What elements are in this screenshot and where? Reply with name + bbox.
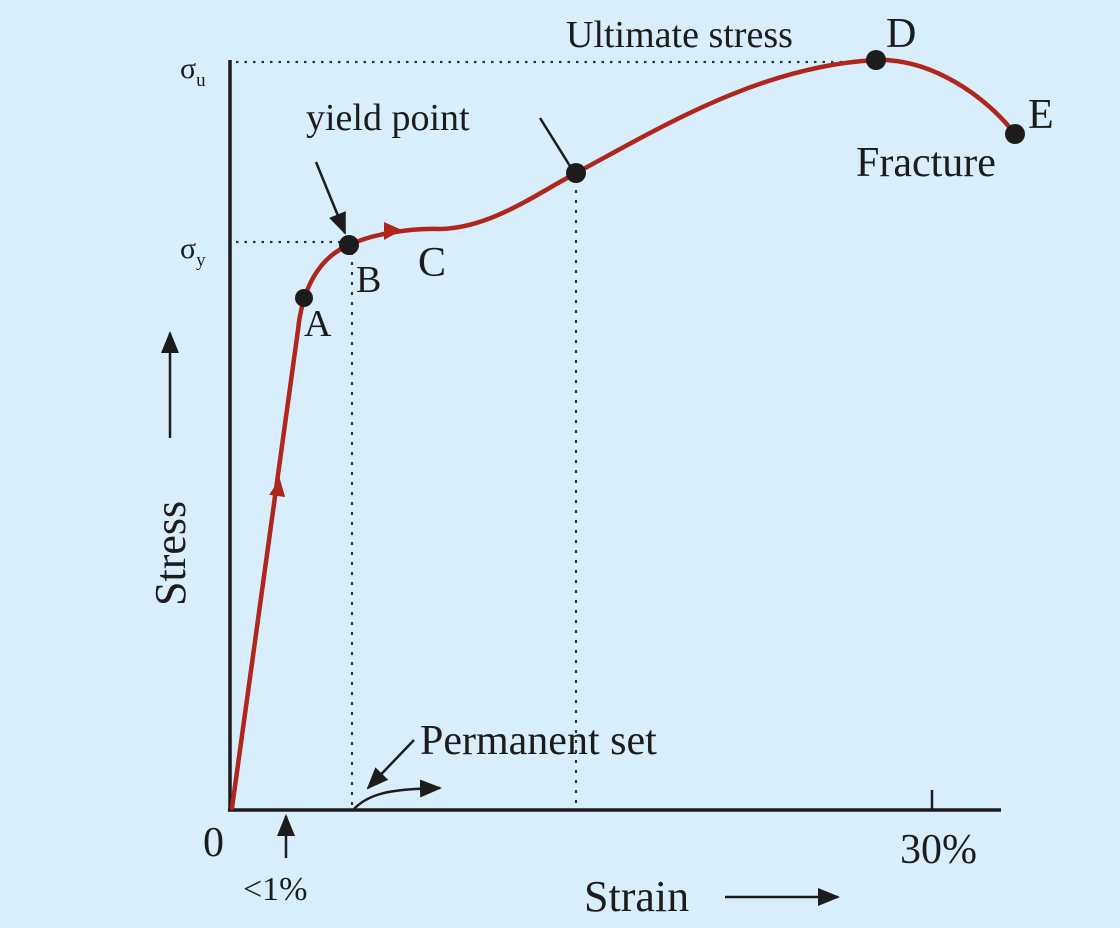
point-b-label: B [356,259,381,301]
curve-direction-arrow-plastic [384,222,402,240]
fracture-label: Fracture [856,140,996,186]
yield-point-arrow [314,161,347,235]
thirty-pct-label: 30% [900,827,977,873]
y-axis-title: Stress [146,501,195,606]
yield-marker-leader [538,117,572,167]
permanent-set-curved-arrow [353,779,442,810]
point-d-label: D [886,11,916,57]
yield-point-marker [566,163,586,183]
point-d-marker [866,50,886,70]
point-b-marker [339,235,359,255]
point-a-marker [295,289,313,307]
permanent-set-label: Permanent set [420,718,657,764]
ultimate-stress-label: Ultimate stress [566,14,793,56]
point-e-marker [1005,124,1025,144]
yield-point-label: yield point [306,97,470,139]
curve-direction-arrow-elastic [269,478,286,498]
origin-label: 0 [203,820,224,866]
permanent-set-arrow [366,739,415,790]
point-a-label: A [304,303,332,345]
lt-one-pct-label: <1% [243,871,308,908]
point-e-label: E [1028,92,1054,138]
sigma-u-label: σu [180,52,206,91]
point-c-label: C [418,240,446,286]
x-axis-title: Strain [584,872,689,921]
sigma-y-label: σy [180,232,206,271]
